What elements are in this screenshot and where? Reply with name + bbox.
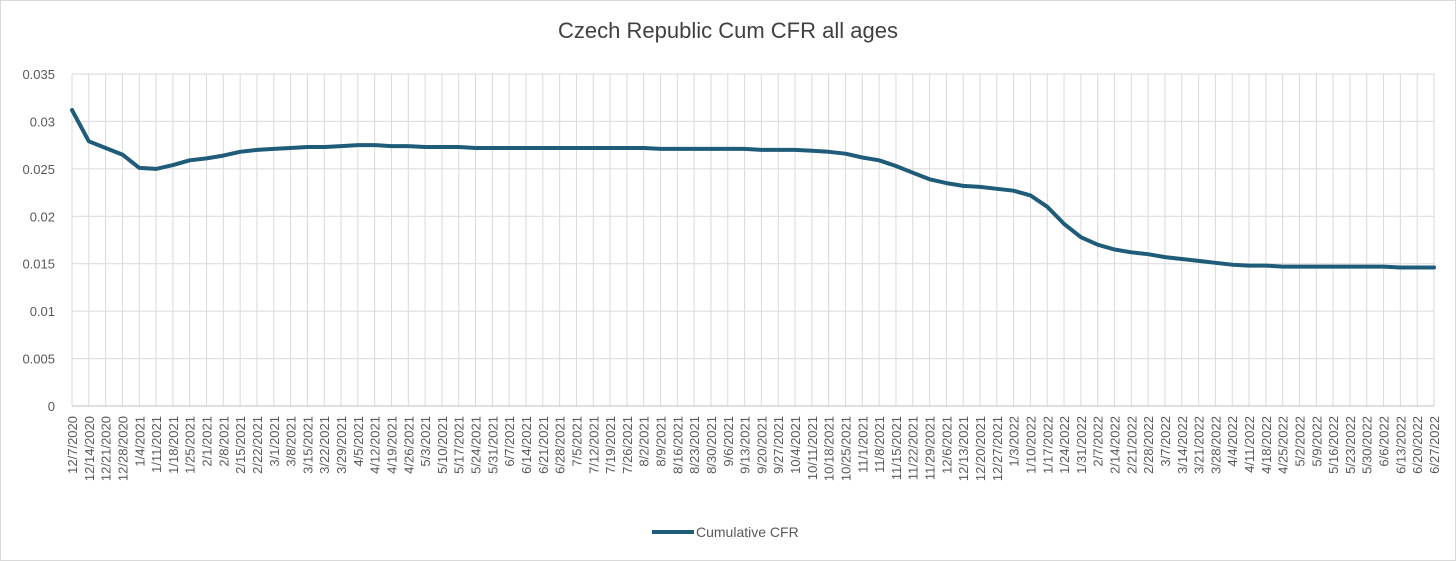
x-tick-label: 3/21/2022: [1192, 416, 1207, 474]
x-tick-label: 6/28/2021: [553, 416, 568, 474]
x-tick-label: 4/19/2021: [384, 416, 399, 474]
x-tick-label: 1/10/2022: [1023, 416, 1038, 474]
x-tick-label: 5/31/2021: [485, 416, 500, 474]
x-tick-label: 6/6/2022: [1377, 416, 1392, 467]
x-tick-label: 6/7/2021: [502, 416, 517, 467]
x-tick-label: 11/15/2021: [889, 416, 904, 480]
x-tick-label: 3/22/2021: [317, 416, 332, 474]
x-tick-label: 9/20/2021: [754, 416, 769, 474]
x-tick-label: 3/8/2021: [284, 416, 299, 467]
x-tick-label: 4/4/2022: [1225, 416, 1240, 467]
x-tick-label: 9/6/2021: [721, 416, 736, 467]
x-tick-label: 4/18/2022: [1259, 416, 1274, 474]
x-tick-label: 5/24/2021: [469, 416, 484, 474]
x-tick-label: 10/11/2021: [805, 416, 820, 480]
x-tick-label: 4/11/2022: [1242, 416, 1257, 473]
x-tick-label: 2/15/2021: [233, 416, 248, 474]
y-tick-label: 0.025: [22, 162, 55, 177]
x-tick-label: 3/29/2021: [334, 416, 349, 474]
x-tick-label: 12/13/2021: [956, 416, 971, 481]
x-tick-label: 6/14/2021: [519, 416, 534, 474]
chart-title: Czech Republic Cum CFR all ages: [558, 18, 898, 43]
x-tick-label: 1/18/2021: [166, 416, 181, 474]
x-tick-label: 4/25/2022: [1276, 416, 1291, 474]
x-tick-label: 12/21/2020: [99, 416, 114, 481]
y-tick-label: 0: [48, 399, 55, 414]
x-tick-label: 9/13/2021: [738, 416, 753, 474]
x-tick-label: 5/30/2022: [1360, 416, 1375, 474]
x-tick-label: 12/28/2020: [115, 416, 130, 481]
x-tick-label: 12/7/2020: [65, 416, 80, 474]
legend: Cumulative CFR: [652, 524, 799, 540]
x-tick-label: 1/17/2022: [1040, 416, 1055, 474]
x-tick-label: 12/20/2021: [973, 416, 988, 481]
x-axis: 12/7/2020 12/14/2020 12/21/2020 12/28/2020 1…: [65, 405, 1442, 481]
x-tick-label: 5/10/2021: [435, 416, 450, 474]
x-tick-label: 12/14/2020: [82, 416, 97, 481]
y-tick-label: 0.035: [22, 67, 55, 82]
x-tick-label: 11/22/2021: [906, 416, 921, 480]
x-tick-label: 1/4/2021: [132, 416, 147, 467]
x-tick-label: 10/25/2021: [838, 416, 853, 481]
x-tick-label: 4/5/2021: [351, 416, 366, 467]
x-tick-label: 3/14/2022: [1175, 416, 1190, 474]
x-tick-label: 3/28/2022: [1208, 416, 1223, 474]
x-tick-label: 5/9/2022: [1309, 416, 1324, 467]
x-tick-label: 9/27/2021: [771, 416, 786, 474]
x-tick-label: 10/18/2021: [822, 416, 837, 481]
x-tick-label: 12/27/2021: [990, 416, 1005, 481]
series-layer: [70, 108, 1436, 270]
x-tick-label: 6/21/2021: [536, 416, 551, 474]
x-tick-label: 2/28/2022: [1141, 416, 1156, 474]
gridlines: [71, 73, 1435, 407]
x-tick-label: 8/9/2021: [654, 416, 669, 467]
x-tick-label: 3/15/2021: [300, 416, 315, 474]
x-tick-label: 11/1/2021: [855, 416, 870, 473]
x-tick-label: 5/2/2022: [1292, 416, 1307, 467]
y-tick-label: 0.005: [22, 352, 55, 367]
x-tick-label: 4/26/2021: [401, 416, 416, 474]
y-axis: 0 0.005 0.01 0.015 0.02 0.025 0.03 0.035: [22, 67, 55, 414]
x-tick-label: 7/12/2021: [586, 416, 601, 474]
x-tick-label: 1/24/2022: [1057, 416, 1072, 474]
x-tick-label: 1/11/2021: [149, 416, 164, 473]
x-tick-label: 4/12/2021: [368, 416, 383, 474]
x-tick-label: 8/23/2021: [687, 416, 702, 474]
x-tick-label: 7/26/2021: [620, 416, 635, 474]
x-tick-label: 2/14/2022: [1108, 416, 1123, 474]
x-tick-label: 12/6/2021: [939, 416, 954, 474]
y-tick-label: 0.02: [30, 209, 55, 224]
x-tick-label: 6/27/2022: [1427, 416, 1442, 474]
x-tick-label: 5/16/2022: [1326, 416, 1341, 474]
legend-label-cumulative-cfr: Cumulative CFR: [696, 524, 799, 540]
x-tick-label: 2/7/2022: [1091, 416, 1106, 467]
x-tick-label: 2/22/2021: [250, 416, 265, 474]
x-tick-label: 11/8/2021: [872, 416, 887, 473]
x-tick-label: 10/4/2021: [788, 416, 803, 474]
x-tick-label: 8/2/2021: [637, 416, 652, 467]
x-tick-label: 7/19/2021: [603, 416, 618, 474]
y-tick-label: 0.01: [30, 304, 55, 319]
x-tick-label: 1/31/2022: [1074, 416, 1089, 474]
x-tick-label: 3/1/2021: [267, 416, 282, 467]
x-tick-label: 8/16/2021: [670, 416, 685, 474]
x-tick-label: 5/23/2022: [1343, 416, 1358, 474]
x-tick-label: 5/17/2021: [452, 416, 467, 474]
x-tick-label: 11/29/2021: [923, 416, 938, 480]
x-tick-label: 3/7/2022: [1158, 416, 1173, 467]
x-tick-label: 8/30/2021: [704, 416, 719, 474]
x-tick-label: 6/20/2022: [1410, 416, 1425, 474]
x-tick-label: 7/5/2021: [569, 416, 584, 467]
y-tick-label: 0.015: [22, 257, 55, 272]
x-tick-label: 1/3/2022: [1007, 416, 1022, 467]
y-tick-label: 0.03: [30, 114, 55, 129]
x-tick-label: 1/25/2021: [183, 416, 198, 474]
x-tick-label: 2/8/2021: [216, 416, 231, 467]
x-tick-label: 2/1/2021: [200, 416, 215, 467]
x-tick-label: 2/21/2022: [1124, 416, 1139, 474]
series-line-cumulative-cfr: [70, 108, 1436, 270]
x-tick-label: 5/3/2021: [418, 416, 433, 467]
x-tick-label: 6/13/2022: [1393, 416, 1408, 474]
